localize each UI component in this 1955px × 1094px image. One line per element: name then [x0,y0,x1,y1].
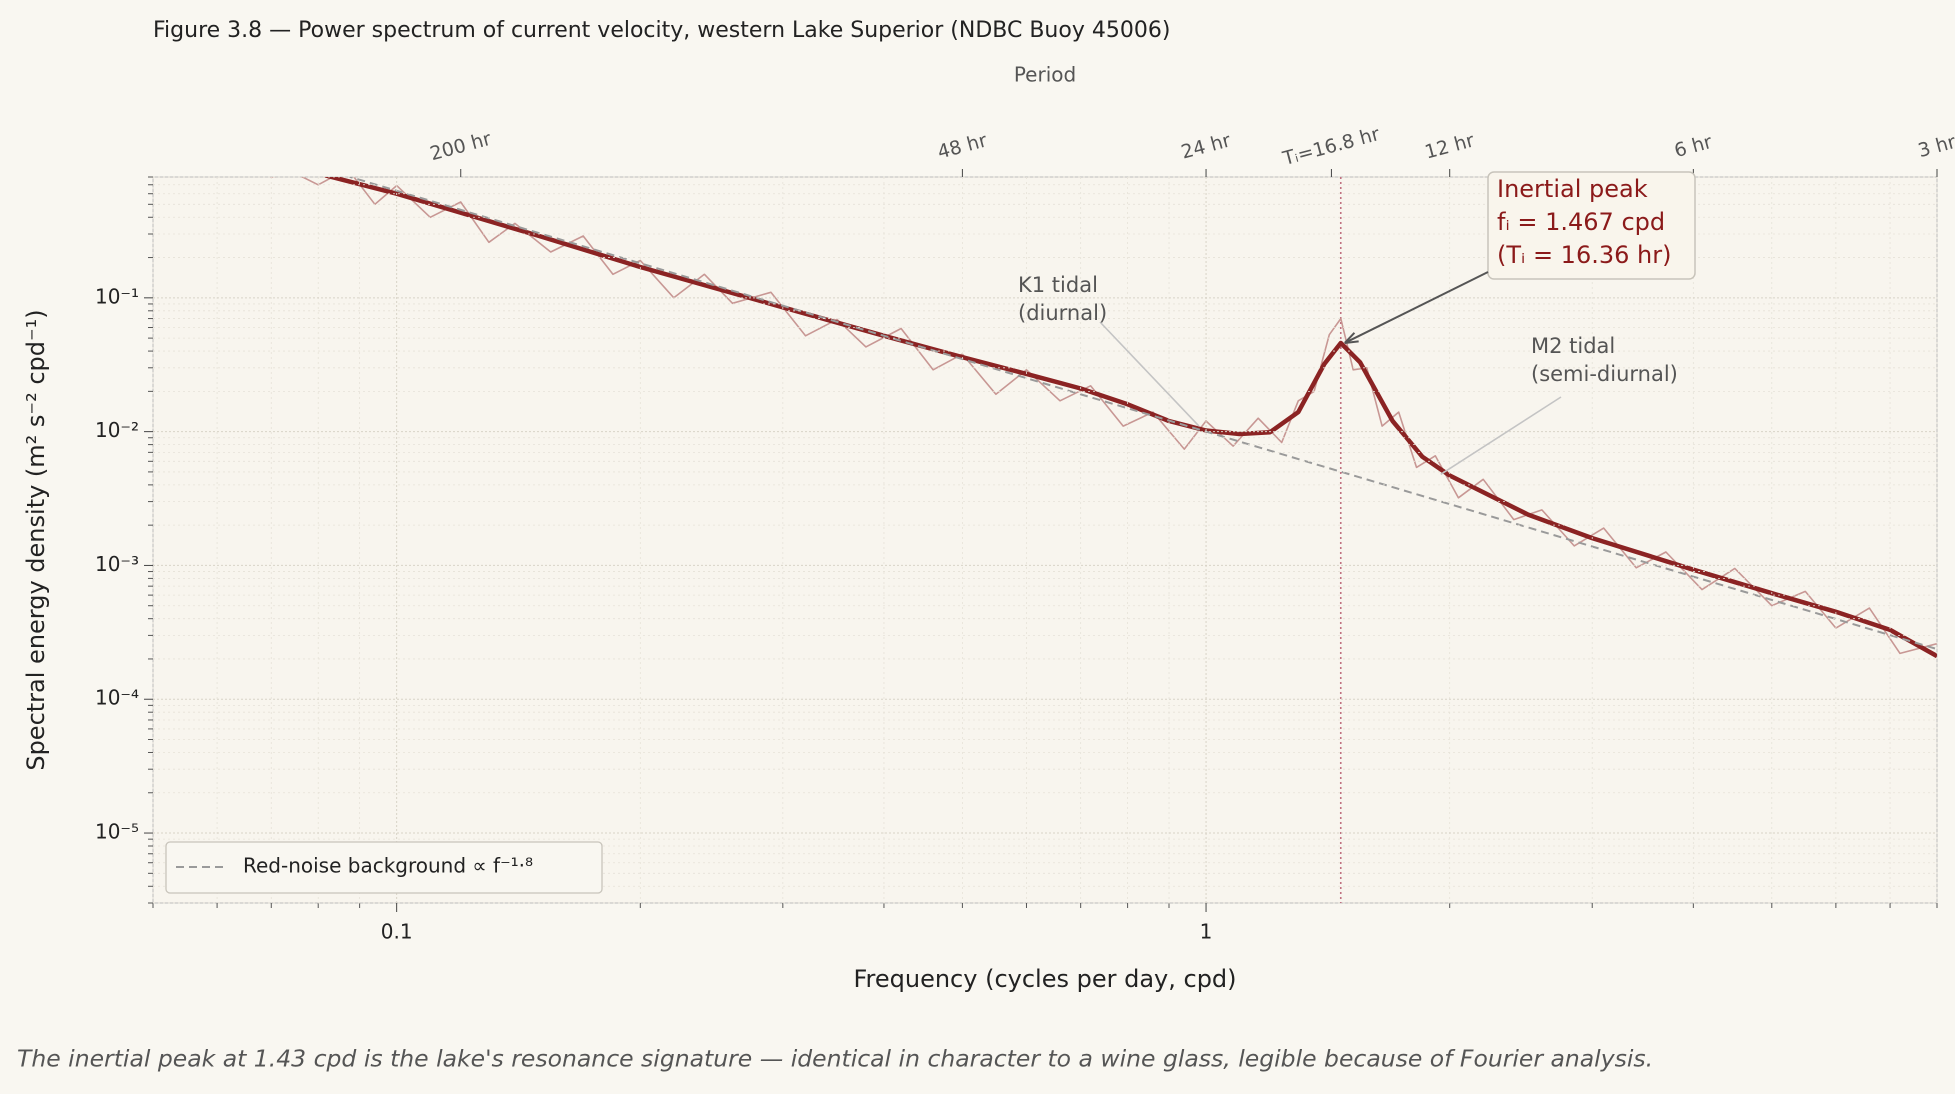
y-axis-label: Spectral energy density (m² s⁻² cpd⁻¹) [22,309,50,770]
legend-label: Red-noise background ∝ f⁻¹·⁸ [243,854,533,878]
annotation-text: K1 tidal [1018,273,1098,297]
chart-title: Figure 3.8 — Power spectrum of current v… [153,18,1170,43]
x2-axis-label: Period [1014,63,1076,87]
y-tick-label: 10⁻³ [95,552,139,576]
y-tick-label: 10⁻² [95,418,139,442]
annotation-box [1487,171,1696,280]
annotation-text: fᵢ = 1.467 cpd [1497,208,1665,236]
annotation-arrowhead [1344,332,1359,344]
annotation-arrow [1440,396,1562,475]
x-tick-label: 0.1 [381,920,413,944]
annotation-text: Inertial peak [1497,175,1648,203]
x-axis-label: Frequency (cycles per day, cpd) [853,965,1236,993]
caption: The inertial peak at 1.43 cpd is the lak… [17,1045,1653,1073]
y-tick-label: 10⁻¹ [95,284,139,308]
annotation-text: M2 tidal [1531,334,1615,358]
y-tick-label: 10⁻⁵ [95,820,139,844]
series-line [346,177,1937,651]
annotation-arrow [1344,271,1489,344]
y-tick-label: 10⁻⁴ [95,686,139,710]
annotation-arrow [1099,321,1200,427]
legend-box [165,841,603,894]
x-tick-label: 1 [1200,920,1213,944]
annotation-text: (semi-diurnal) [1531,362,1678,386]
annotation-text: (Tᵢ = 16.36 hr) [1497,241,1671,269]
annotation-text: (diurnal) [1018,301,1107,325]
